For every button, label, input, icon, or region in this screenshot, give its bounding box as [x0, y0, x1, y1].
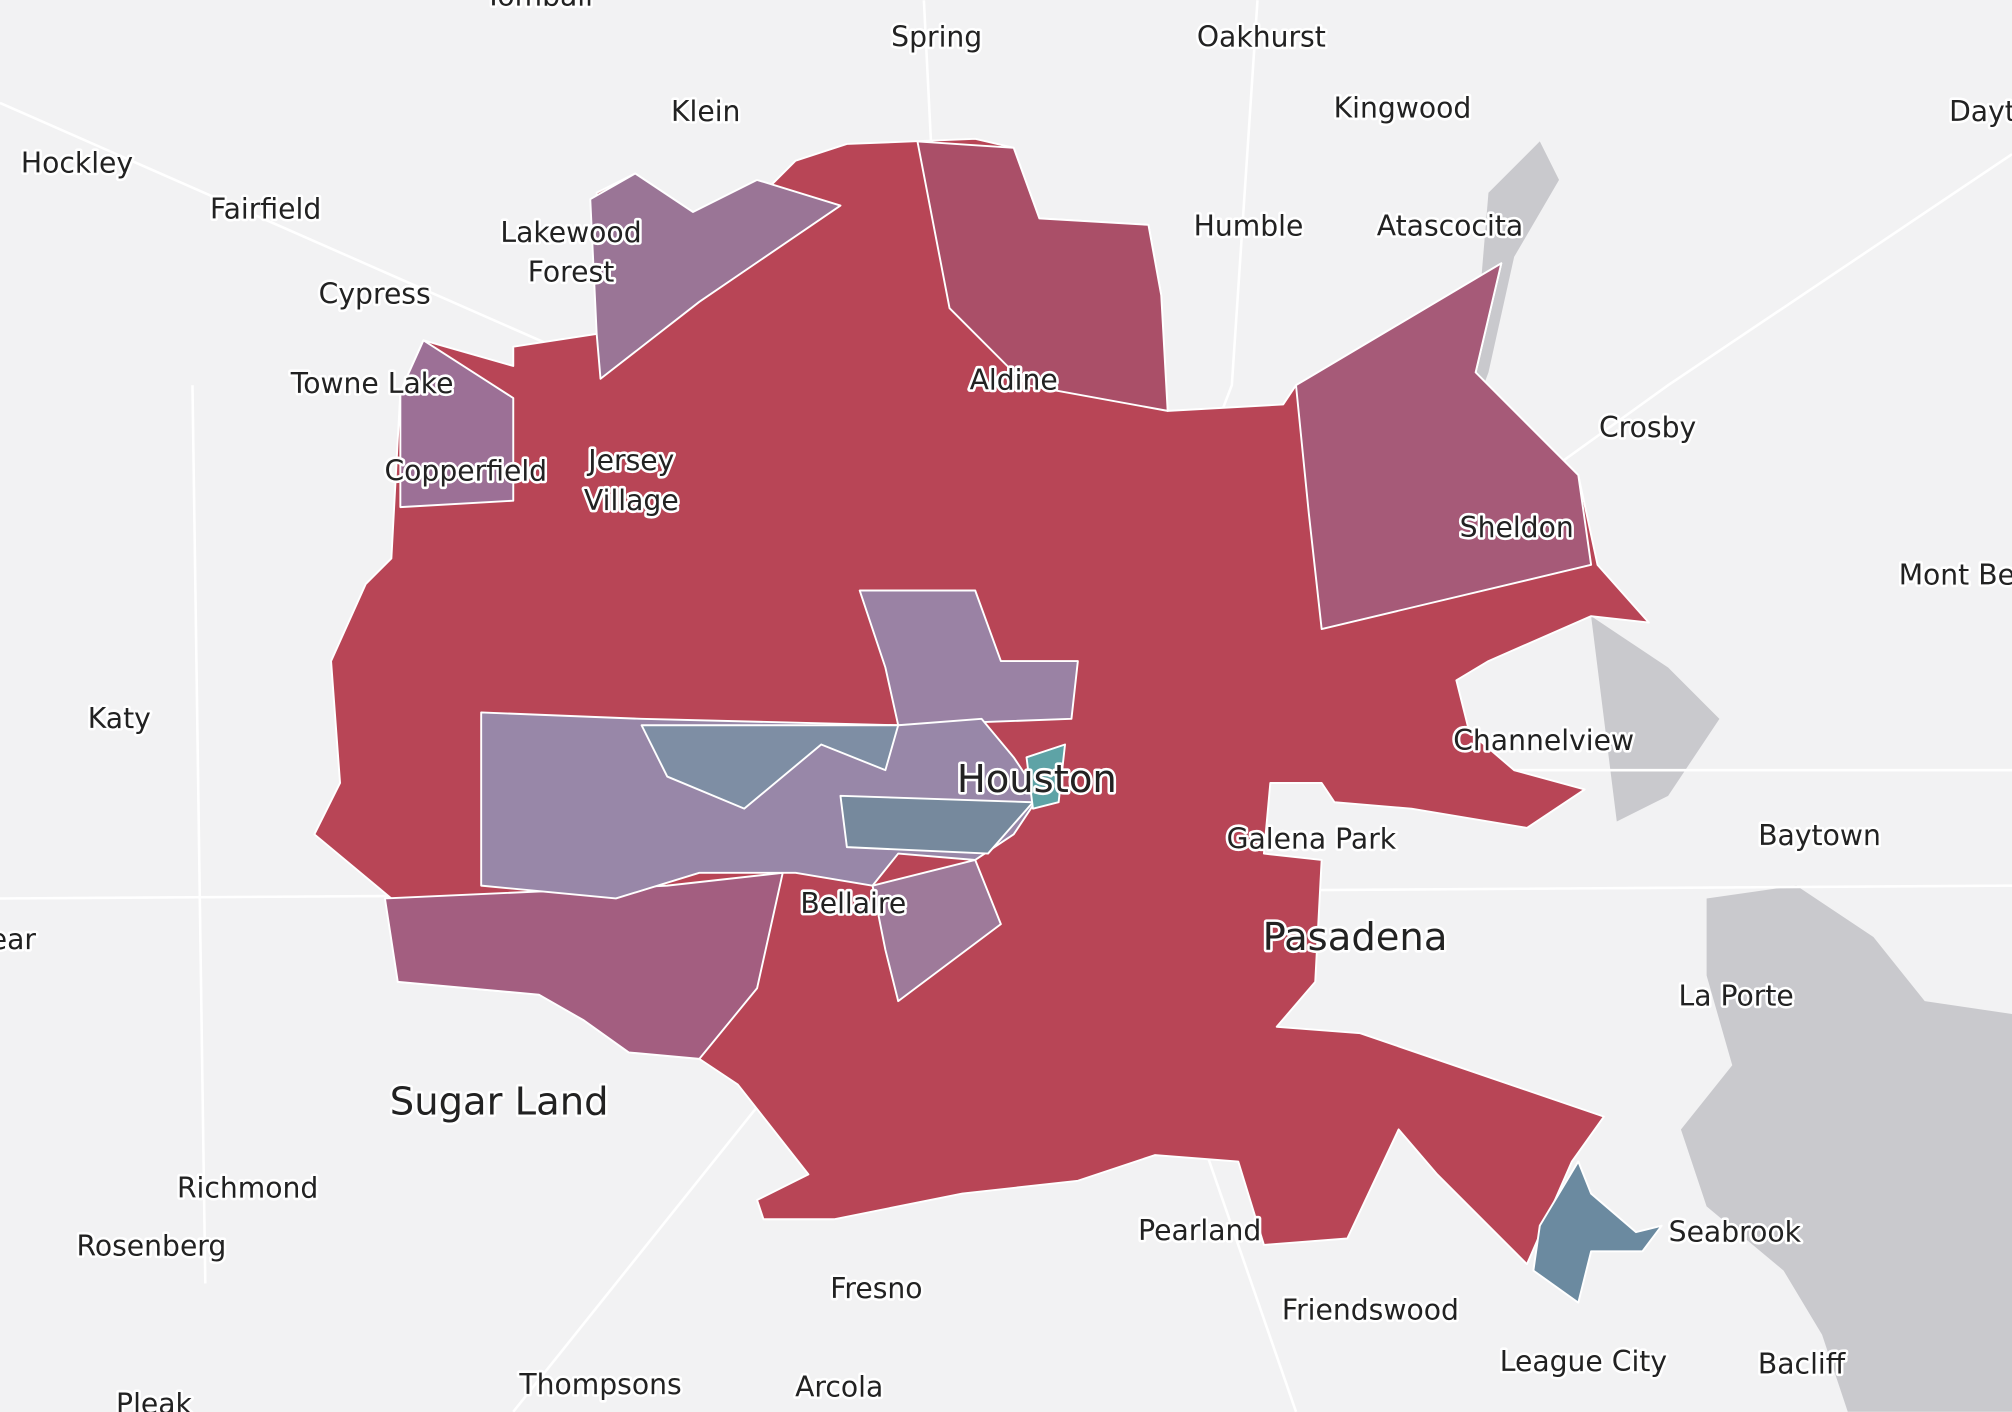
place-label: Seabrook	[1669, 1215, 1802, 1248]
place-label: Tomball	[484, 0, 593, 13]
place-label: League City	[1500, 1345, 1667, 1378]
place-label: Rosenberg	[76, 1229, 226, 1262]
place-label: Pleak	[116, 1387, 193, 1412]
place-label: Bellaire	[800, 887, 906, 920]
place-label: Arcola	[795, 1371, 883, 1404]
place-label: Jersey	[586, 444, 674, 477]
place-label: Mont Be	[1899, 558, 2012, 591]
place-label: ear	[0, 923, 36, 956]
place-label: Aldine	[970, 363, 1058, 396]
place-label: Baytown	[1758, 819, 1881, 852]
place-label: Sheldon	[1460, 511, 1574, 544]
place-label: Atascocita	[1377, 209, 1523, 242]
place-label: Thompsons	[518, 1368, 681, 1401]
place-label: Towne Lake	[290, 367, 454, 400]
place-label: Cypress	[319, 277, 431, 310]
place-label: Crosby	[1599, 411, 1696, 444]
place-label: Galena Park	[1227, 823, 1397, 856]
place-label: Forest	[528, 256, 615, 289]
place-label: Copperfield	[384, 454, 547, 487]
place-label: La Porte	[1678, 979, 1793, 1012]
place-label: Bacliff	[1758, 1348, 1846, 1381]
place-label: Richmond	[177, 1172, 318, 1205]
place-label: Hockley	[21, 147, 133, 180]
districts	[313, 137, 1663, 1304]
place-label: Klein	[671, 95, 740, 128]
place-label: Dayt	[1949, 95, 2012, 128]
place-label: Katy	[88, 702, 151, 735]
place-label: Fairfield	[210, 193, 321, 226]
place-label: Lakewood	[500, 216, 641, 249]
place-label: Channelview	[1453, 724, 1634, 757]
place-label: Pasadena	[1263, 915, 1448, 960]
place-label: Spring	[891, 21, 982, 54]
place-label: Village	[584, 484, 679, 517]
place-label: Friendswood	[1282, 1294, 1459, 1327]
place-label: Sugar Land	[390, 1079, 609, 1124]
place-label: Kingwood	[1334, 91, 1472, 124]
place-label: Oakhurst	[1197, 21, 1326, 54]
place-label: Humble	[1194, 209, 1304, 242]
place-label: Houston	[957, 757, 1117, 802]
place-label: Pearland	[1138, 1214, 1261, 1247]
place-label: Fresno	[830, 1272, 922, 1305]
